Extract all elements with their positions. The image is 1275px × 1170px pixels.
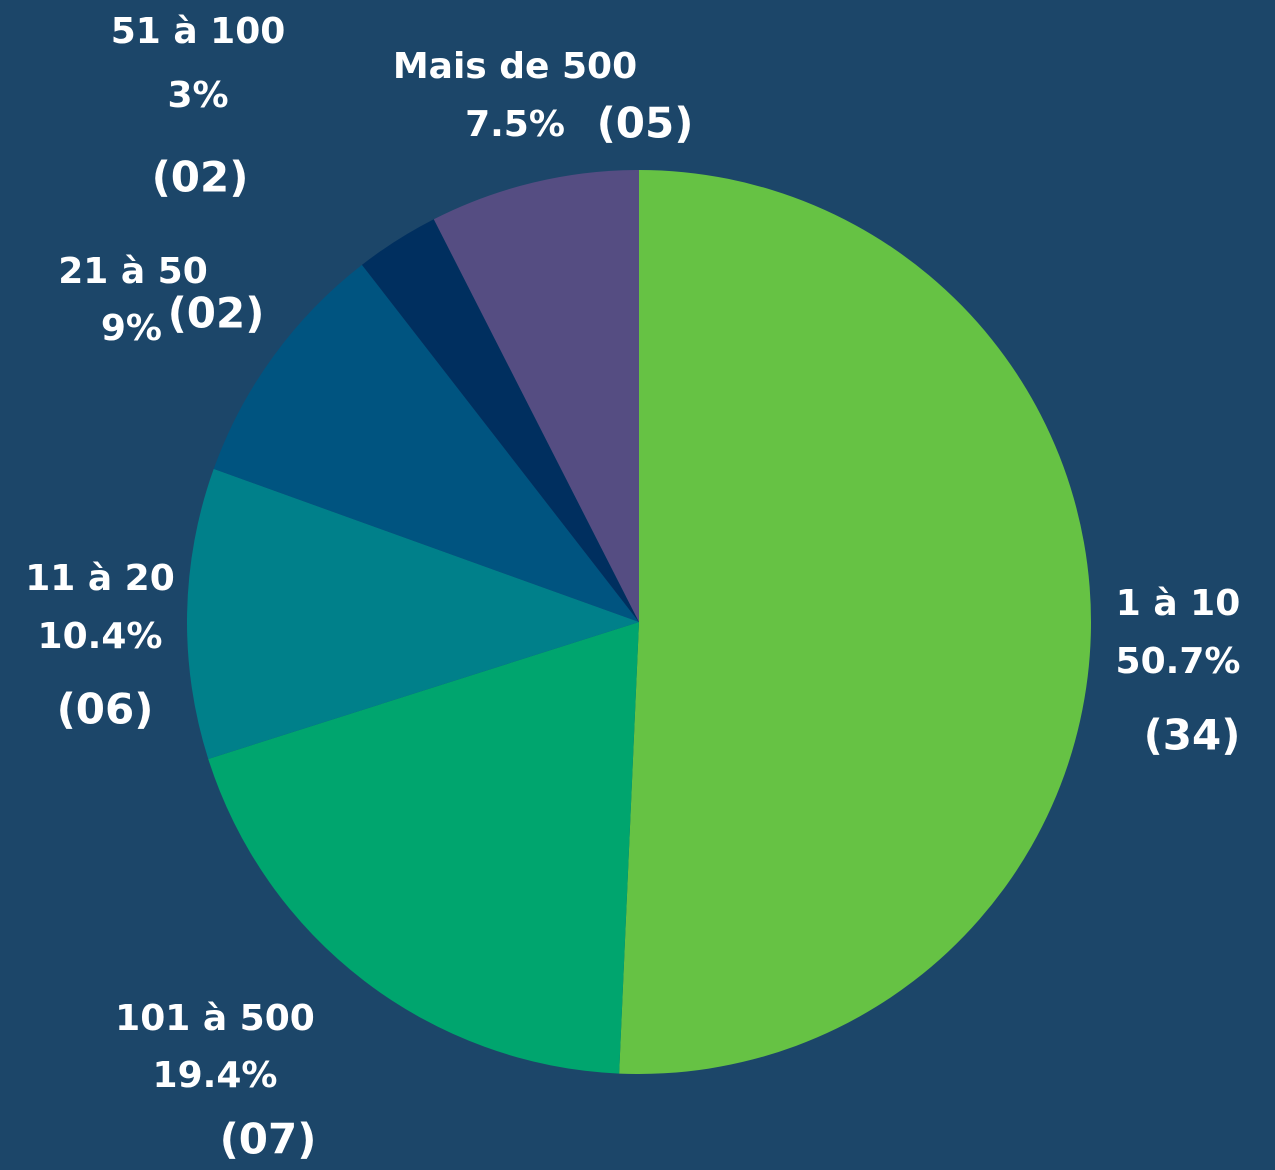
slice-name: 51 à 100 — [111, 11, 286, 52]
pie-slice — [361, 219, 639, 622]
slice-name: 1 à 10 — [1116, 583, 1241, 624]
slice-percent: 9% — [101, 308, 162, 349]
slice-percent: 19.4% — [153, 1055, 278, 1096]
slice-count: (02) — [152, 153, 249, 202]
pie-slice — [433, 170, 639, 622]
slice-percent: 7.5% — [465, 104, 565, 145]
pie-slice — [213, 264, 639, 622]
slice-percent: 3% — [167, 75, 228, 116]
pie-slice — [187, 468, 639, 759]
slice-count: (34) — [1144, 711, 1241, 760]
slice-count: (05) — [597, 99, 694, 148]
slice-name: Mais de 500 — [393, 46, 637, 87]
slice-name: 11 à 20 — [25, 558, 175, 599]
pie-slice — [208, 622, 639, 1074]
slice-count: (02) — [168, 289, 265, 338]
slice-name: 101 à 500 — [115, 998, 315, 1039]
slice-percent: 50.7% — [1116, 641, 1241, 682]
slice-count: (07) — [220, 1115, 317, 1164]
slice-name: 21 à 50 — [58, 251, 208, 292]
slice-percent: 10.4% — [38, 616, 163, 657]
slice-count: (06) — [57, 685, 154, 734]
pie-slice — [619, 170, 1092, 1074]
